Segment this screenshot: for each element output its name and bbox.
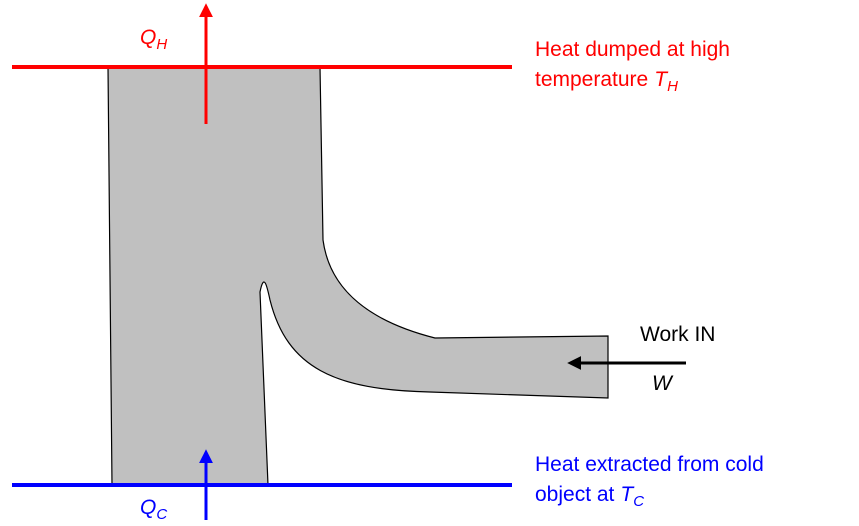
work-symbol: W	[652, 372, 674, 395]
cold-reservoir-label: Heat extracted from cold	[535, 453, 764, 476]
hot-reservoir-label: Heat dumped at high	[535, 38, 730, 61]
cold-heat-label: QC	[140, 496, 167, 523]
hot-reservoir-label: temperature TH	[535, 68, 678, 95]
hot-heat-label: QH	[140, 26, 167, 53]
energy-flow	[107, 66, 609, 486]
cold-reservoir-label: object at TC	[535, 483, 644, 510]
work-label: Work IN	[640, 323, 715, 346]
